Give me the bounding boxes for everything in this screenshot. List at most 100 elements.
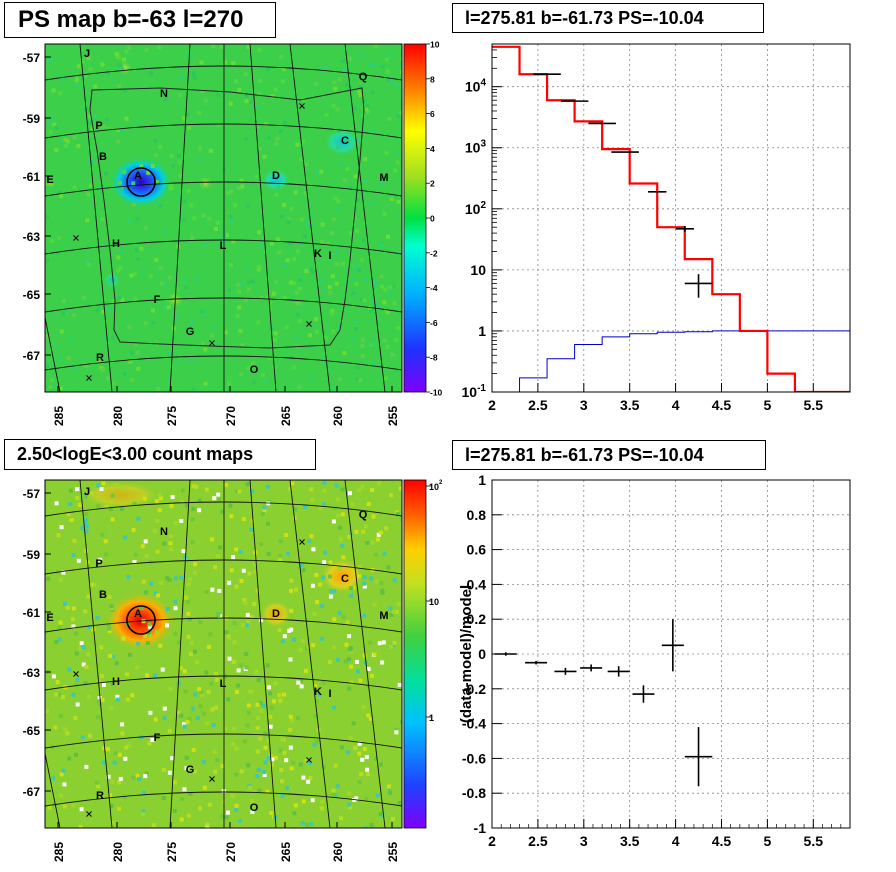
map-noise-pixel bbox=[349, 594, 354, 598]
map-noise-pixel bbox=[101, 760, 106, 765]
map-noise-pixel bbox=[131, 527, 136, 532]
map-noise-pixel bbox=[267, 300, 272, 305]
map-noise-pixel bbox=[294, 587, 298, 592]
map-noise-pixel bbox=[177, 359, 182, 364]
map-noise-pixel bbox=[380, 242, 384, 247]
graticule-meridian bbox=[169, 44, 191, 392]
map-noise-pixel bbox=[187, 716, 192, 721]
map-noise-pixel bbox=[220, 814, 225, 819]
map-noise-pixel bbox=[255, 749, 260, 754]
map-noise-pixel bbox=[223, 726, 228, 731]
map-noise-pixel bbox=[214, 677, 219, 682]
map-noise-pixel bbox=[369, 308, 374, 313]
count-colorbar bbox=[403, 479, 427, 829]
map-noise-pixel bbox=[348, 805, 353, 810]
map-noise-pixel bbox=[122, 57, 126, 62]
map-noise-pixel bbox=[101, 367, 105, 372]
source-label-a: A bbox=[134, 608, 142, 620]
map-noise-pixel bbox=[66, 356, 71, 361]
source-label-r: R bbox=[96, 352, 104, 364]
map-noise-pixel bbox=[208, 802, 212, 807]
map-noise-pixel bbox=[92, 582, 97, 587]
map-noise-pixel bbox=[344, 642, 349, 647]
map-y-tick-label: -63 bbox=[23, 230, 41, 244]
map-noise-pixel bbox=[72, 538, 77, 543]
map-noise-pixel bbox=[52, 122, 57, 127]
spectrum-total-model-line bbox=[492, 45, 850, 392]
map-noise-pixel bbox=[239, 579, 244, 583]
map-noise-pixel bbox=[396, 326, 400, 331]
map-noise-pixel bbox=[216, 554, 221, 558]
map-noise-pixel bbox=[304, 668, 308, 673]
map-noise-pixel bbox=[348, 736, 353, 741]
map-noise-pixel bbox=[358, 678, 363, 683]
map-noise-pixel bbox=[246, 280, 251, 285]
map-noise-pixel bbox=[131, 181, 136, 186]
map-noise-pixel bbox=[63, 311, 68, 316]
map-noise-pixel bbox=[89, 491, 94, 496]
ps-colorbar-tick-label: -10 bbox=[430, 388, 443, 398]
map-noise-pixel bbox=[195, 278, 200, 283]
map-noise-pixel bbox=[273, 755, 278, 760]
map-noise-pixel bbox=[90, 126, 95, 131]
map-noise-pixel bbox=[182, 199, 187, 204]
map-noise-pixel bbox=[151, 320, 156, 325]
map-noise-pixel bbox=[131, 775, 136, 780]
map-noise-pixel bbox=[362, 613, 367, 618]
map-noise-pixel bbox=[363, 826, 368, 828]
map-noise-pixel bbox=[319, 169, 324, 174]
map-noise-pixel bbox=[211, 44, 216, 49]
map-noise-pixel bbox=[319, 70, 324, 75]
map-x-tick-label: 260 bbox=[331, 842, 345, 862]
map-noise-pixel bbox=[132, 272, 137, 277]
map-noise-pixel bbox=[322, 560, 327, 565]
map-noise-pixel bbox=[239, 178, 244, 183]
map-noise-pixel bbox=[214, 226, 218, 231]
map-noise-pixel bbox=[382, 300, 387, 305]
map-noise-pixel bbox=[150, 308, 155, 313]
residual-title: l=275.81 b=-61.73 PS=-10.04 bbox=[452, 440, 766, 470]
map-noise-pixel bbox=[246, 45, 251, 50]
map-noise-pixel bbox=[170, 294, 175, 299]
map-noise-pixel bbox=[229, 219, 234, 224]
residual-y-tick-label: -1 bbox=[474, 820, 487, 836]
map-noise-pixel bbox=[195, 660, 200, 664]
map-noise-pixel bbox=[381, 640, 386, 645]
map-noise-pixel bbox=[148, 274, 153, 279]
map-noise-pixel bbox=[117, 295, 122, 300]
count-map-title: 2.50<logE<3.00 count maps bbox=[4, 439, 316, 470]
map-noise-pixel bbox=[289, 206, 294, 211]
map-noise-pixel bbox=[251, 279, 256, 284]
map-noise-pixel bbox=[201, 760, 206, 765]
map-noise-pixel bbox=[173, 576, 178, 581]
map-noise-pixel bbox=[368, 716, 373, 721]
map-noise-pixel bbox=[193, 562, 198, 567]
map-noise-pixel bbox=[289, 578, 294, 583]
map-noise-pixel bbox=[152, 139, 157, 144]
map-noise-pixel bbox=[314, 699, 319, 703]
map-noise-pixel bbox=[280, 79, 285, 84]
count-map-frame bbox=[44, 479, 403, 829]
map-noise-pixel bbox=[204, 721, 209, 726]
map-noise-pixel bbox=[111, 298, 116, 303]
map-noise-pixel bbox=[342, 178, 347, 183]
map-noise-pixel bbox=[392, 610, 397, 615]
map-noise-pixel bbox=[96, 784, 101, 789]
map-noise-pixel bbox=[182, 669, 187, 674]
map-noise-pixel bbox=[195, 157, 200, 162]
residual-data-point bbox=[632, 685, 655, 703]
map-noise-pixel bbox=[161, 767, 166, 772]
map-noise-pixel bbox=[104, 171, 109, 176]
map-noise-pixel bbox=[245, 723, 250, 728]
map-noise-pixel bbox=[130, 693, 135, 698]
map-noise-pixel bbox=[389, 613, 394, 617]
map-noise-pixel bbox=[181, 488, 185, 493]
map-noise-pixel bbox=[282, 634, 287, 639]
map-noise-pixel bbox=[328, 560, 333, 565]
map-noise-pixel bbox=[358, 93, 363, 98]
residual-y-tick-label: 0.8 bbox=[467, 507, 487, 523]
map-noise-pixel bbox=[168, 184, 173, 189]
residual-data-point bbox=[525, 660, 548, 665]
map-noise-pixel bbox=[127, 219, 132, 224]
map-noise-pixel bbox=[331, 103, 336, 108]
